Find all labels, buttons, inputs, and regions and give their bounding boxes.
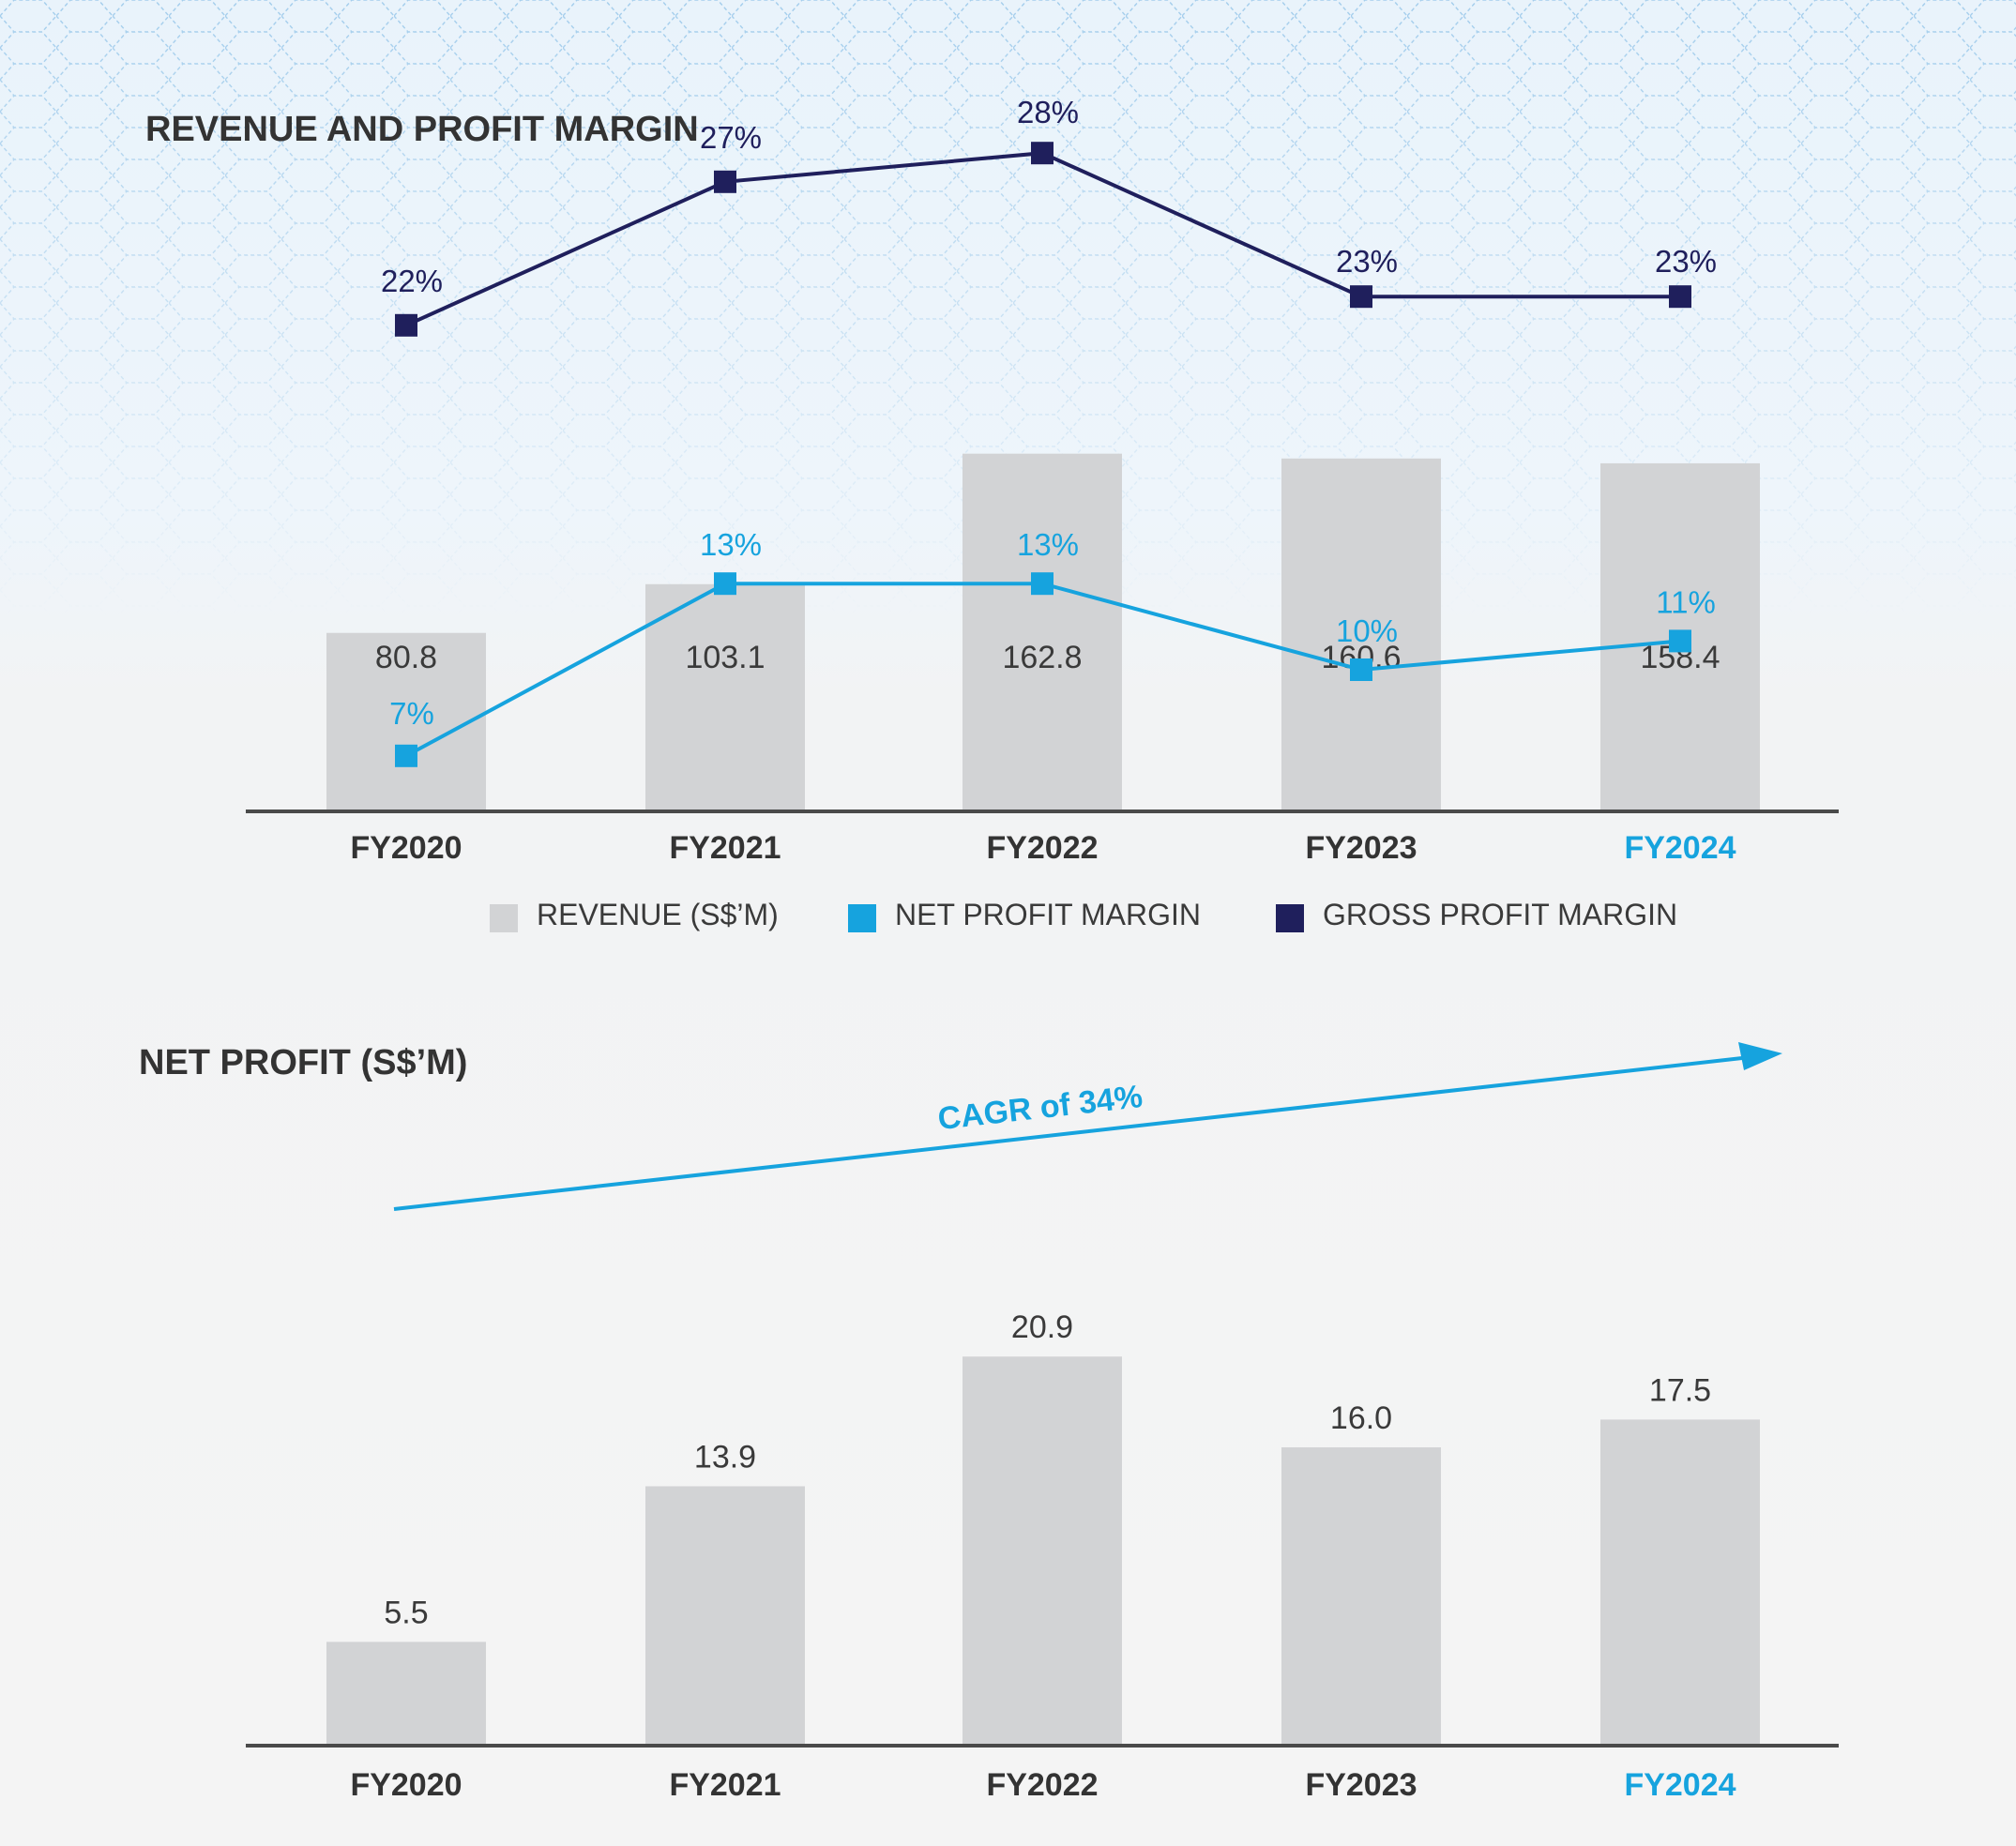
legend-swatch-net-margin [848, 904, 876, 932]
gross-margin-label: 23% [1336, 244, 1398, 279]
net-margin-marker [714, 572, 736, 596]
chart2-category-label: FY2024 [1624, 1767, 1736, 1803]
chart2-category-label: FY2021 [669, 1767, 781, 1803]
gross-margin-marker [1031, 142, 1053, 165]
chart1-category-label: FY2024 [1624, 830, 1736, 866]
net-profit-bar [326, 1642, 486, 1744]
net-profit-value-label: 5.5 [384, 1595, 428, 1630]
revenue-bar [645, 583, 805, 810]
chart1-category-label: FY2021 [669, 830, 781, 866]
net-margin-label: 7% [389, 696, 434, 731]
gross-margin-marker [395, 313, 417, 337]
net-margin-marker [395, 744, 417, 767]
chart1-category-label: FY2020 [350, 830, 462, 866]
net-margin-label: 10% [1336, 613, 1398, 648]
net-profit-bar [1600, 1419, 1760, 1744]
chart2-category-label: FY2023 [1305, 1767, 1417, 1803]
net-margin-label: 11% [1656, 584, 1716, 619]
legend-label-revenue: REVENUE (S$’M) [537, 898, 779, 931]
revenue-value-label: 162.8 [1002, 640, 1082, 675]
chart2-category-label: FY2022 [986, 1767, 1098, 1803]
gross-margin-marker [1350, 285, 1372, 309]
net-margin-label: 13% [1017, 527, 1079, 562]
gross-margin-marker [714, 170, 736, 193]
gross-margin-label: 23% [1655, 244, 1717, 279]
revenue-bar [1281, 458, 1441, 810]
chart1-category-label: FY2022 [986, 830, 1098, 866]
net-margin-label: 13% [700, 527, 762, 562]
net-margin-marker [1031, 572, 1053, 596]
net-profit-value-label: 17.5 [1649, 1372, 1711, 1408]
net-profit-value-label: 16.0 [1330, 1400, 1392, 1436]
revenue-bar [963, 453, 1122, 810]
legend-swatch-revenue [490, 904, 518, 932]
cagr-arrowhead [1738, 1042, 1782, 1070]
net-profit-bar [963, 1356, 1122, 1744]
gross-margin-label: 28% [1017, 95, 1079, 129]
revenue-value-label: 80.8 [375, 640, 437, 675]
net-margin-marker [1669, 629, 1691, 653]
gross-margin-label: 27% [700, 120, 762, 155]
cagr-arrow-line [393, 1055, 1751, 1211]
legend-swatch-gross-margin [1276, 904, 1304, 932]
chart2-title: NET PROFIT (S$’M) [139, 1043, 467, 1082]
chart1-category-label: FY2023 [1305, 830, 1417, 866]
net-margin-marker [1350, 658, 1372, 681]
net-profit-value-label: 13.9 [694, 1439, 756, 1475]
chart1-title: REVENUE AND PROFIT MARGIN [145, 110, 699, 149]
revenue-bar [326, 632, 486, 810]
gross-margin-marker [1669, 285, 1691, 309]
chart2-category-label: FY2020 [350, 1767, 462, 1803]
legend-label-net-margin: NET PROFIT MARGIN [895, 898, 1201, 931]
net-profit-bar [645, 1486, 805, 1744]
gross-margin-label: 22% [381, 264, 443, 298]
net-profit-bar [1281, 1447, 1441, 1744]
legend-label-gross-margin: GROSS PROFIT MARGIN [1323, 898, 1677, 931]
net-profit-value-label: 20.9 [1011, 1309, 1073, 1345]
revenue-value-label: 103.1 [685, 640, 765, 675]
